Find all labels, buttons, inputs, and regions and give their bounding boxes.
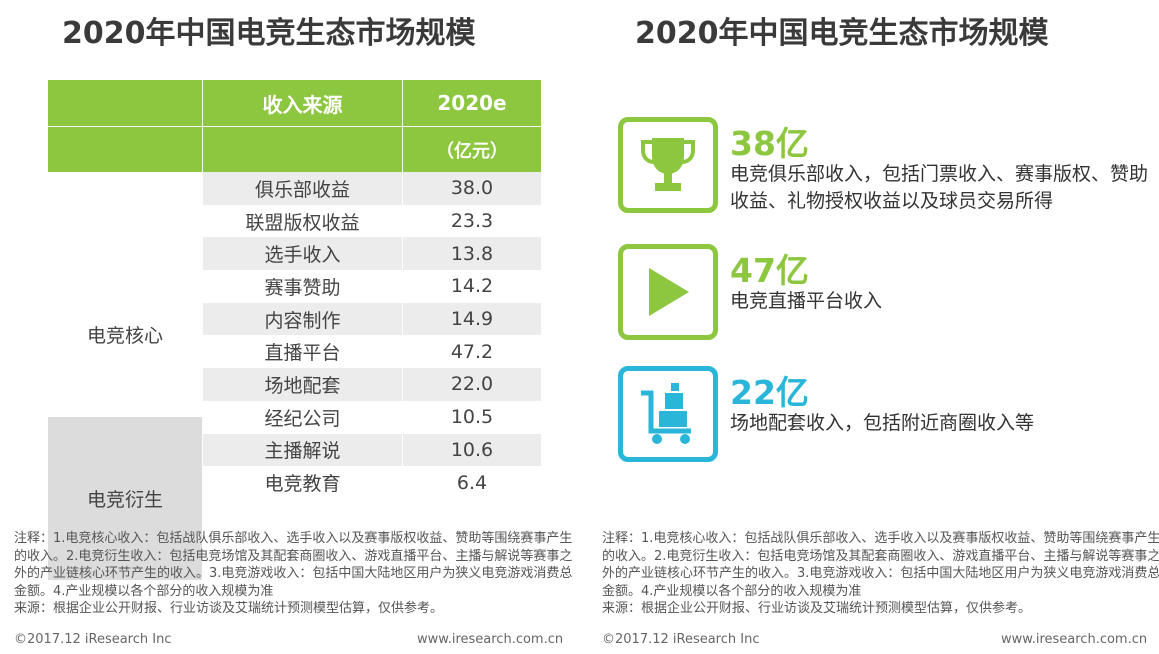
revenue-table: 收入来源 2020e （亿元） 电竞核心 电竞衍生 俱乐部收益 38.0 联盟版… xyxy=(48,80,541,580)
table-header-row: 收入来源 2020e xyxy=(48,80,541,126)
row-value: 10.5 xyxy=(402,400,541,434)
trolley-icon xyxy=(641,383,691,444)
source-text: 来源：根据企业公开财报、行业访谈及艾瑞统计预测模型估算，仅供参考。 xyxy=(602,601,1032,616)
table-row: 联盟版权收益 23.3 xyxy=(48,204,541,238)
right-panel: 2020年中国电竞生态市场规模 38亿 电竞俱乐部收入，包括门票收入、赛事版权、… xyxy=(580,0,1159,654)
header-unit: （亿元） xyxy=(402,127,541,172)
page-title-left: 2020年中国电竞生态市场规模 xyxy=(62,16,476,51)
header-year: 2020e xyxy=(402,80,541,126)
table-row: 主播解说 10.6 xyxy=(48,433,541,467)
trophy-icon xyxy=(641,138,695,191)
group-label-derived: 电竞衍生 xyxy=(48,416,202,580)
row-source: 主播解说 xyxy=(202,433,402,467)
source-text: 来源：根据企业公开财报、行业访谈及艾瑞统计预测模型估算，仅供参考。 xyxy=(14,601,444,616)
row-value: 47.2 xyxy=(402,335,541,369)
table-row: 赛事赞助 14.2 xyxy=(48,270,541,303)
row-source: 选手收入 xyxy=(202,237,402,271)
table-row: 选手收入 13.8 xyxy=(48,237,541,271)
row-source: 俱乐部收益 xyxy=(202,172,402,205)
row-source: 内容制作 xyxy=(202,302,402,336)
table-row: 电竞教育 6.4 xyxy=(48,466,541,499)
header-empty-cell xyxy=(202,127,402,172)
copyright-right: ©2017.12 iResearch Inc xyxy=(602,632,760,647)
table-unit-row: （亿元） xyxy=(48,126,541,172)
row-value: 23.3 xyxy=(402,204,541,238)
trophy-icon-box xyxy=(618,117,718,213)
header-empty-cell xyxy=(48,80,202,126)
row-value: 22.0 xyxy=(402,368,541,401)
row-value: 38.0 xyxy=(402,172,541,205)
website-link-left[interactable]: www.iresearch.com.cn xyxy=(417,632,564,647)
row-source: 直播平台 xyxy=(202,335,402,369)
highlight-desc: 场地配套收入，包括附近商圈收入等 xyxy=(730,412,1035,434)
header-empty-cell xyxy=(48,127,202,172)
highlight-desc: 电竞俱乐部收入，包括门票收入、赛事版权、赞助收益、礼物授权收益以及球员交易所得 xyxy=(730,163,1149,212)
notes-left: 注释：1.电竞核心收入：包括战队俱乐部收入、选手收入以及赛事版权收益、赞助等围绕… xyxy=(14,530,574,618)
highlight-desc: 电竞直播平台收入 xyxy=(730,290,883,312)
row-value: 14.2 xyxy=(402,270,541,303)
row-value: 10.6 xyxy=(402,433,541,467)
row-source: 赛事赞助 xyxy=(202,270,402,303)
notes-text: 注释：1.电竞核心收入：包括战队俱乐部收入、选手收入以及赛事版权收益、赞助等围绕… xyxy=(602,531,1159,599)
highlight-amount: 47亿 xyxy=(730,251,809,290)
row-source: 经纪公司 xyxy=(202,400,402,434)
website-link-right[interactable]: www.iresearch.com.cn xyxy=(1001,632,1148,647)
notes-text: 注释：1.电竞核心收入：包括战队俱乐部收入、选手收入以及赛事版权收益、赞助等围绕… xyxy=(14,531,573,599)
row-source: 场地配套 xyxy=(202,368,402,401)
trolley-icon-box xyxy=(618,366,718,462)
row-source: 联盟版权收益 xyxy=(202,204,402,238)
table-row: 俱乐部收益 38.0 xyxy=(48,172,541,205)
row-value: 14.9 xyxy=(402,302,541,336)
table-row: 内容制作 14.9 xyxy=(48,302,541,336)
play-icon-box xyxy=(618,244,718,340)
play-icon xyxy=(649,268,689,316)
header-source: 收入来源 xyxy=(202,80,402,126)
row-value: 6.4 xyxy=(402,466,541,499)
notes-right: 注释：1.电竞核心收入：包括战队俱乐部收入、选手收入以及赛事版权收益、赞助等围绕… xyxy=(602,530,1159,618)
row-value: 13.8 xyxy=(402,237,541,271)
highlight-amount: 22亿 xyxy=(730,373,809,412)
table-row: 经纪公司 10.5 xyxy=(48,400,541,434)
table-row: 直播平台 47.2 xyxy=(48,335,541,369)
highlight-amount: 38亿 xyxy=(730,124,809,163)
row-source: 电竞教育 xyxy=(202,466,402,499)
page-title-right: 2020年中国电竞生态市场规模 xyxy=(635,16,1049,51)
table-row: 场地配套 22.0 xyxy=(48,368,541,401)
group-label-core: 电竞核心 xyxy=(48,253,202,417)
left-panel: 2020年中国电竞生态市场规模 收入来源 2020e （亿元） 电竞核心 电竞衍… xyxy=(14,16,574,647)
copyright-left: ©2017.12 iResearch Inc xyxy=(14,632,172,647)
